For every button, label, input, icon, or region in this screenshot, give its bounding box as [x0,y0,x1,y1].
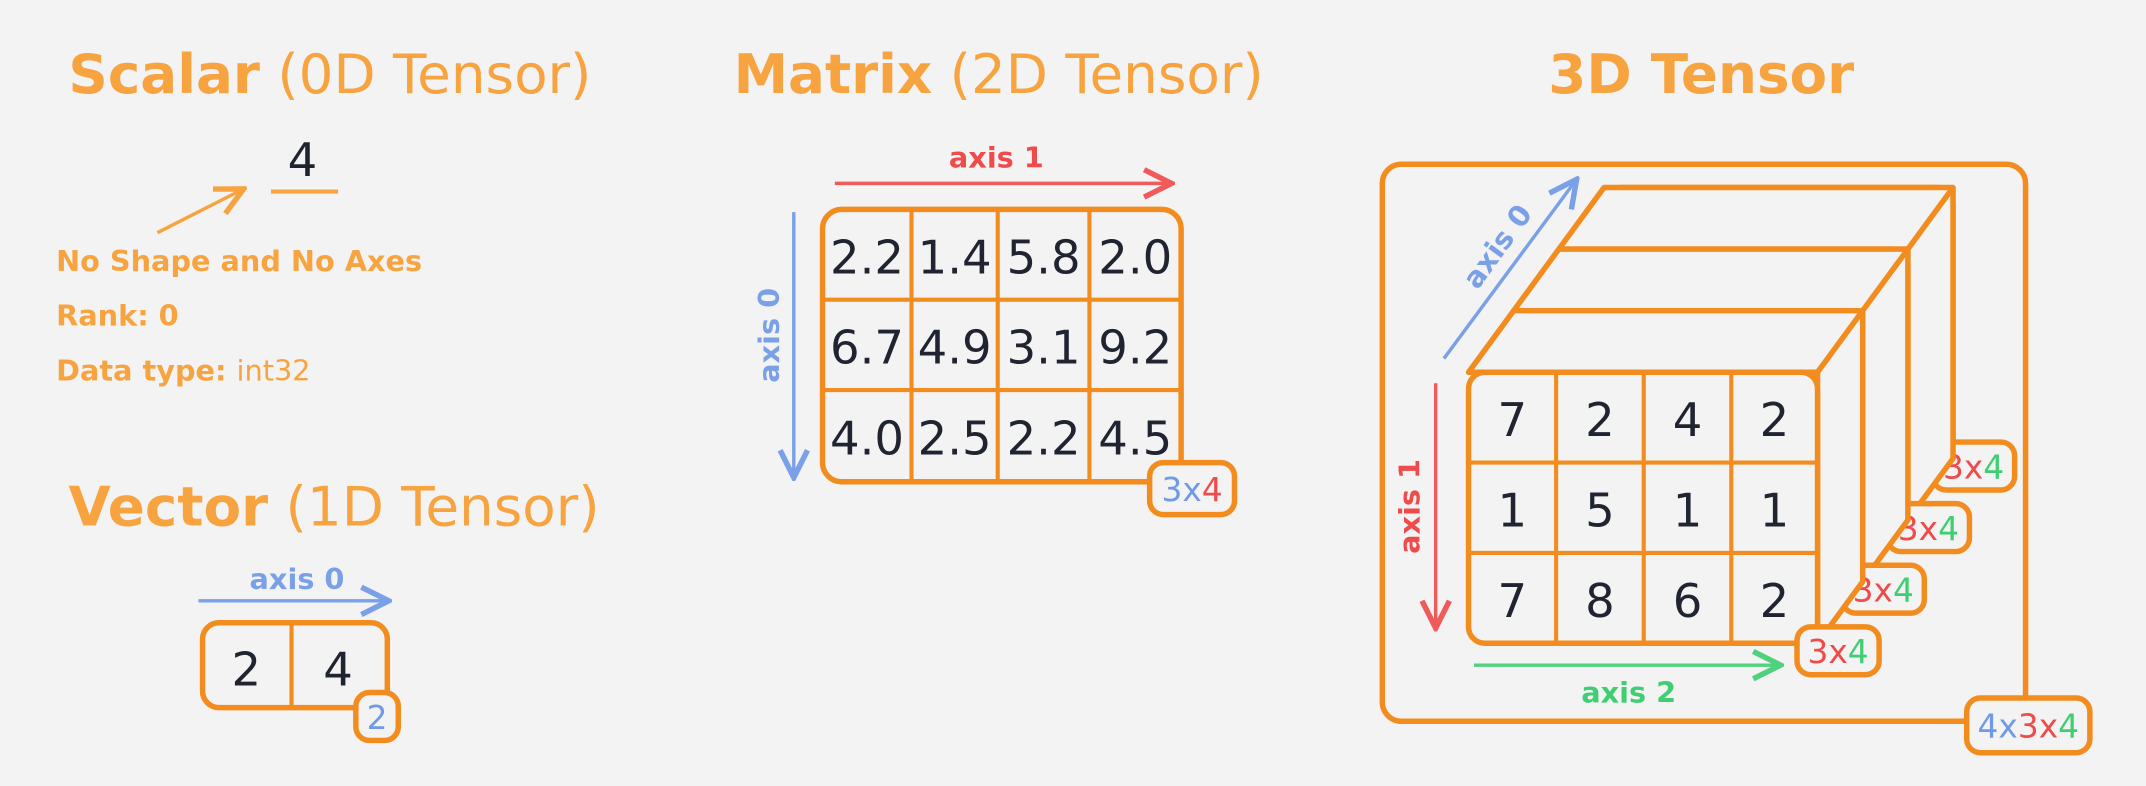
cell-value: 1 [1498,483,1528,537]
shape-label: 2 [367,699,388,737]
vector-box [199,619,391,711]
axis-label: axis 0 [752,288,786,383]
cell-value: 1.4 [918,230,992,284]
shape-part: 4 [1938,510,1959,548]
note-label: Data type: [56,353,226,387]
section-title: 3D Tensor [1548,42,1854,106]
cell-value: 2 [1760,574,1790,628]
shape-part: x [1919,510,1938,548]
axis-label: axis 2 [1581,676,1676,710]
tensor-outer-box [1379,161,2029,725]
cell-value: 4.5 [1098,412,1172,466]
cell-value: 4.0 [830,412,904,466]
cell-value: 2.5 [918,412,992,466]
cell-value: 6 [1673,574,1703,628]
cell-value: 2 [1585,393,1615,447]
cell-value: 2 [1760,393,1790,447]
cell-value: 1 [1760,483,1790,537]
shape-part: x [2039,708,2058,746]
title-rest: (0D Tensor) [277,42,591,106]
axis-label: axis 1 [1393,459,1427,554]
cell-value: 5 [1585,483,1615,537]
scalar-note: No Shape and No Axes [56,244,422,278]
shape-part: x [1998,708,2017,746]
cell-value: 2 [232,642,262,696]
cell-value: 5.8 [1007,230,1081,284]
tensor-axis0-arrow [1442,179,1577,360]
shape-part: 4 [1202,471,1223,509]
shape-part: 4 [1978,708,1999,746]
shape-label: 3x4 [1161,471,1222,509]
layer-edge [1815,309,1865,374]
scalar-note: Data type: int32 [56,353,310,387]
section-title: Matrix (2D Tensor) [734,42,1264,106]
cell-value: 4 [1673,393,1703,447]
shape-part: x [1874,572,1893,610]
note-label: No Shape and No Axes [56,244,422,278]
title-bold: Matrix [734,42,933,106]
cell-value: 2.2 [830,230,904,284]
cell-value: 7 [1498,393,1528,447]
shape-part: 3 [1807,633,1828,671]
shape-part: 4 [1893,572,1914,610]
shape-badge [1146,459,1238,518]
cell-value: 8 [1585,574,1615,628]
shape-part: 2 [367,699,388,737]
layer-edge [1905,185,1956,251]
shape-part: x [1964,448,1983,486]
scalar-arrow [156,189,243,235]
cell-value: 2.0 [1098,230,1172,284]
layer-edge [1860,247,1911,313]
shape-badge [1794,624,1882,678]
shape-label: 3x4 [1853,572,1914,610]
shape-part: 3 [2018,708,2039,746]
matrix-box [819,206,1184,485]
shape-part: 4 [1983,448,2004,486]
shape-badge [353,689,402,744]
cell-value: 4 [323,642,353,696]
title-bold: Vector [68,475,268,539]
section-title: Scalar (0D Tensor) [68,42,591,106]
section-title: Vector (1D Tensor) [68,475,599,539]
scalar-value: 4 [288,133,318,187]
title-bold: 3D Tensor [1548,42,1854,106]
shape-label: 3x4 [1807,633,1868,671]
title-rest: (2D Tensor) [950,42,1264,106]
scalar-note: Rank: 0 [56,299,179,333]
shape-part: 4 [2058,708,2079,746]
shape-part: 3 [1161,471,1182,509]
cell-value: 4.9 [918,321,992,375]
shape-badge [1963,695,2093,756]
axis-label: axis 0 [250,562,345,596]
cell-value: 1 [1673,483,1703,537]
title-rest: (1D Tensor) [286,475,600,539]
title-bold: Scalar [68,42,260,106]
cell-value: 2.2 [1007,412,1081,466]
shape-label: 4x3x4 [1978,708,2080,746]
shape-part: 4 [1848,633,1869,671]
shape-part: x [1828,633,1847,671]
cell-value: 3.1 [1007,321,1081,375]
cell-value: 7 [1498,574,1528,628]
note-value: int32 [237,353,311,387]
axis-label: axis 1 [949,140,1044,174]
cell-value: 9.2 [1098,321,1172,375]
cell-value: 6.7 [830,321,904,375]
note-label: Rank: 0 [56,299,179,333]
shape-part: x [1182,471,1201,509]
